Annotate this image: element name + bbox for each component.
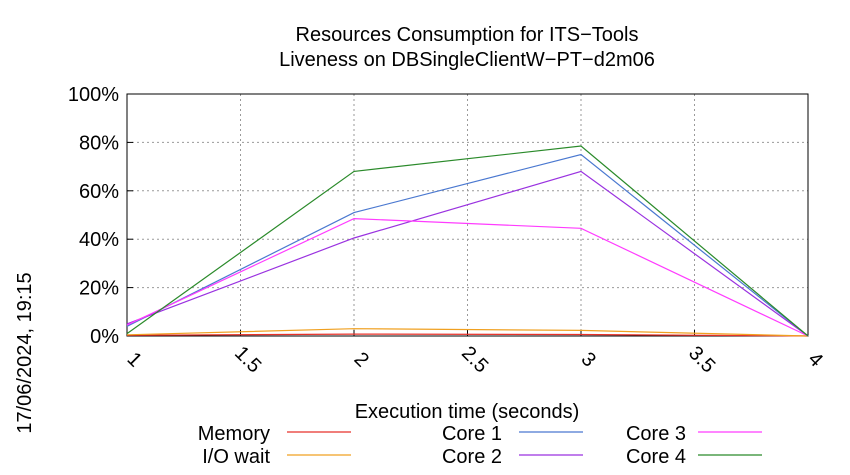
x-tick-label: 4 bbox=[804, 348, 827, 371]
legend-label-core-1: Core 1 bbox=[442, 423, 502, 445]
legend-label-core-2: Core 2 bbox=[442, 446, 502, 468]
y-tick-label: 0% bbox=[90, 326, 119, 348]
series-line-core-4 bbox=[126, 145, 809, 337]
series-line-i-o-wait bbox=[126, 328, 809, 337]
x-tick-label: 3.5 bbox=[684, 342, 719, 377]
y-tick-label: 40% bbox=[79, 229, 119, 251]
x-tick-label: 1.5 bbox=[230, 342, 265, 377]
chart-title-line-2: Liveness on DBSingleClientW−PT−d2m06 bbox=[279, 49, 655, 71]
legend-label-core-4: Core 4 bbox=[626, 446, 686, 468]
y-tick-label: 80% bbox=[79, 132, 119, 154]
plot-area-border bbox=[126, 93, 809, 337]
x-tick-labels: 1 1.5 2 2.5 3 3.5 4 bbox=[123, 342, 827, 377]
y-tick-label: 100% bbox=[68, 84, 119, 106]
legend-label-i-o-wait: I/O wait bbox=[202, 446, 270, 468]
x-axis-label: Execution time (seconds) bbox=[355, 401, 580, 423]
series-line-core-2 bbox=[126, 170, 809, 337]
series-line-memory bbox=[126, 333, 809, 337]
legend-label-core-3: Core 3 bbox=[626, 423, 686, 445]
grid-lines bbox=[126, 93, 809, 337]
x-tick-label: 2.5 bbox=[457, 342, 492, 377]
x-tick-label: 2 bbox=[350, 348, 373, 371]
timestamp-label: 17/06/2024, 19:15 bbox=[14, 272, 36, 433]
y-tick-labels: 0% 20% 40% 60% 80% 100% bbox=[68, 84, 119, 348]
legend-label-memory: Memory bbox=[198, 423, 270, 445]
data-series bbox=[126, 145, 809, 337]
series-line-core-3 bbox=[126, 217, 809, 337]
chart-title-line-1: Resources Consumption for ITS−Tools bbox=[296, 24, 639, 46]
series-line-core-1 bbox=[126, 153, 809, 337]
y-tick-label: 20% bbox=[79, 278, 119, 300]
x-tick-label: 3 bbox=[577, 348, 600, 371]
y-tick-label: 60% bbox=[79, 181, 119, 203]
x-tick-label: 1 bbox=[123, 348, 146, 371]
